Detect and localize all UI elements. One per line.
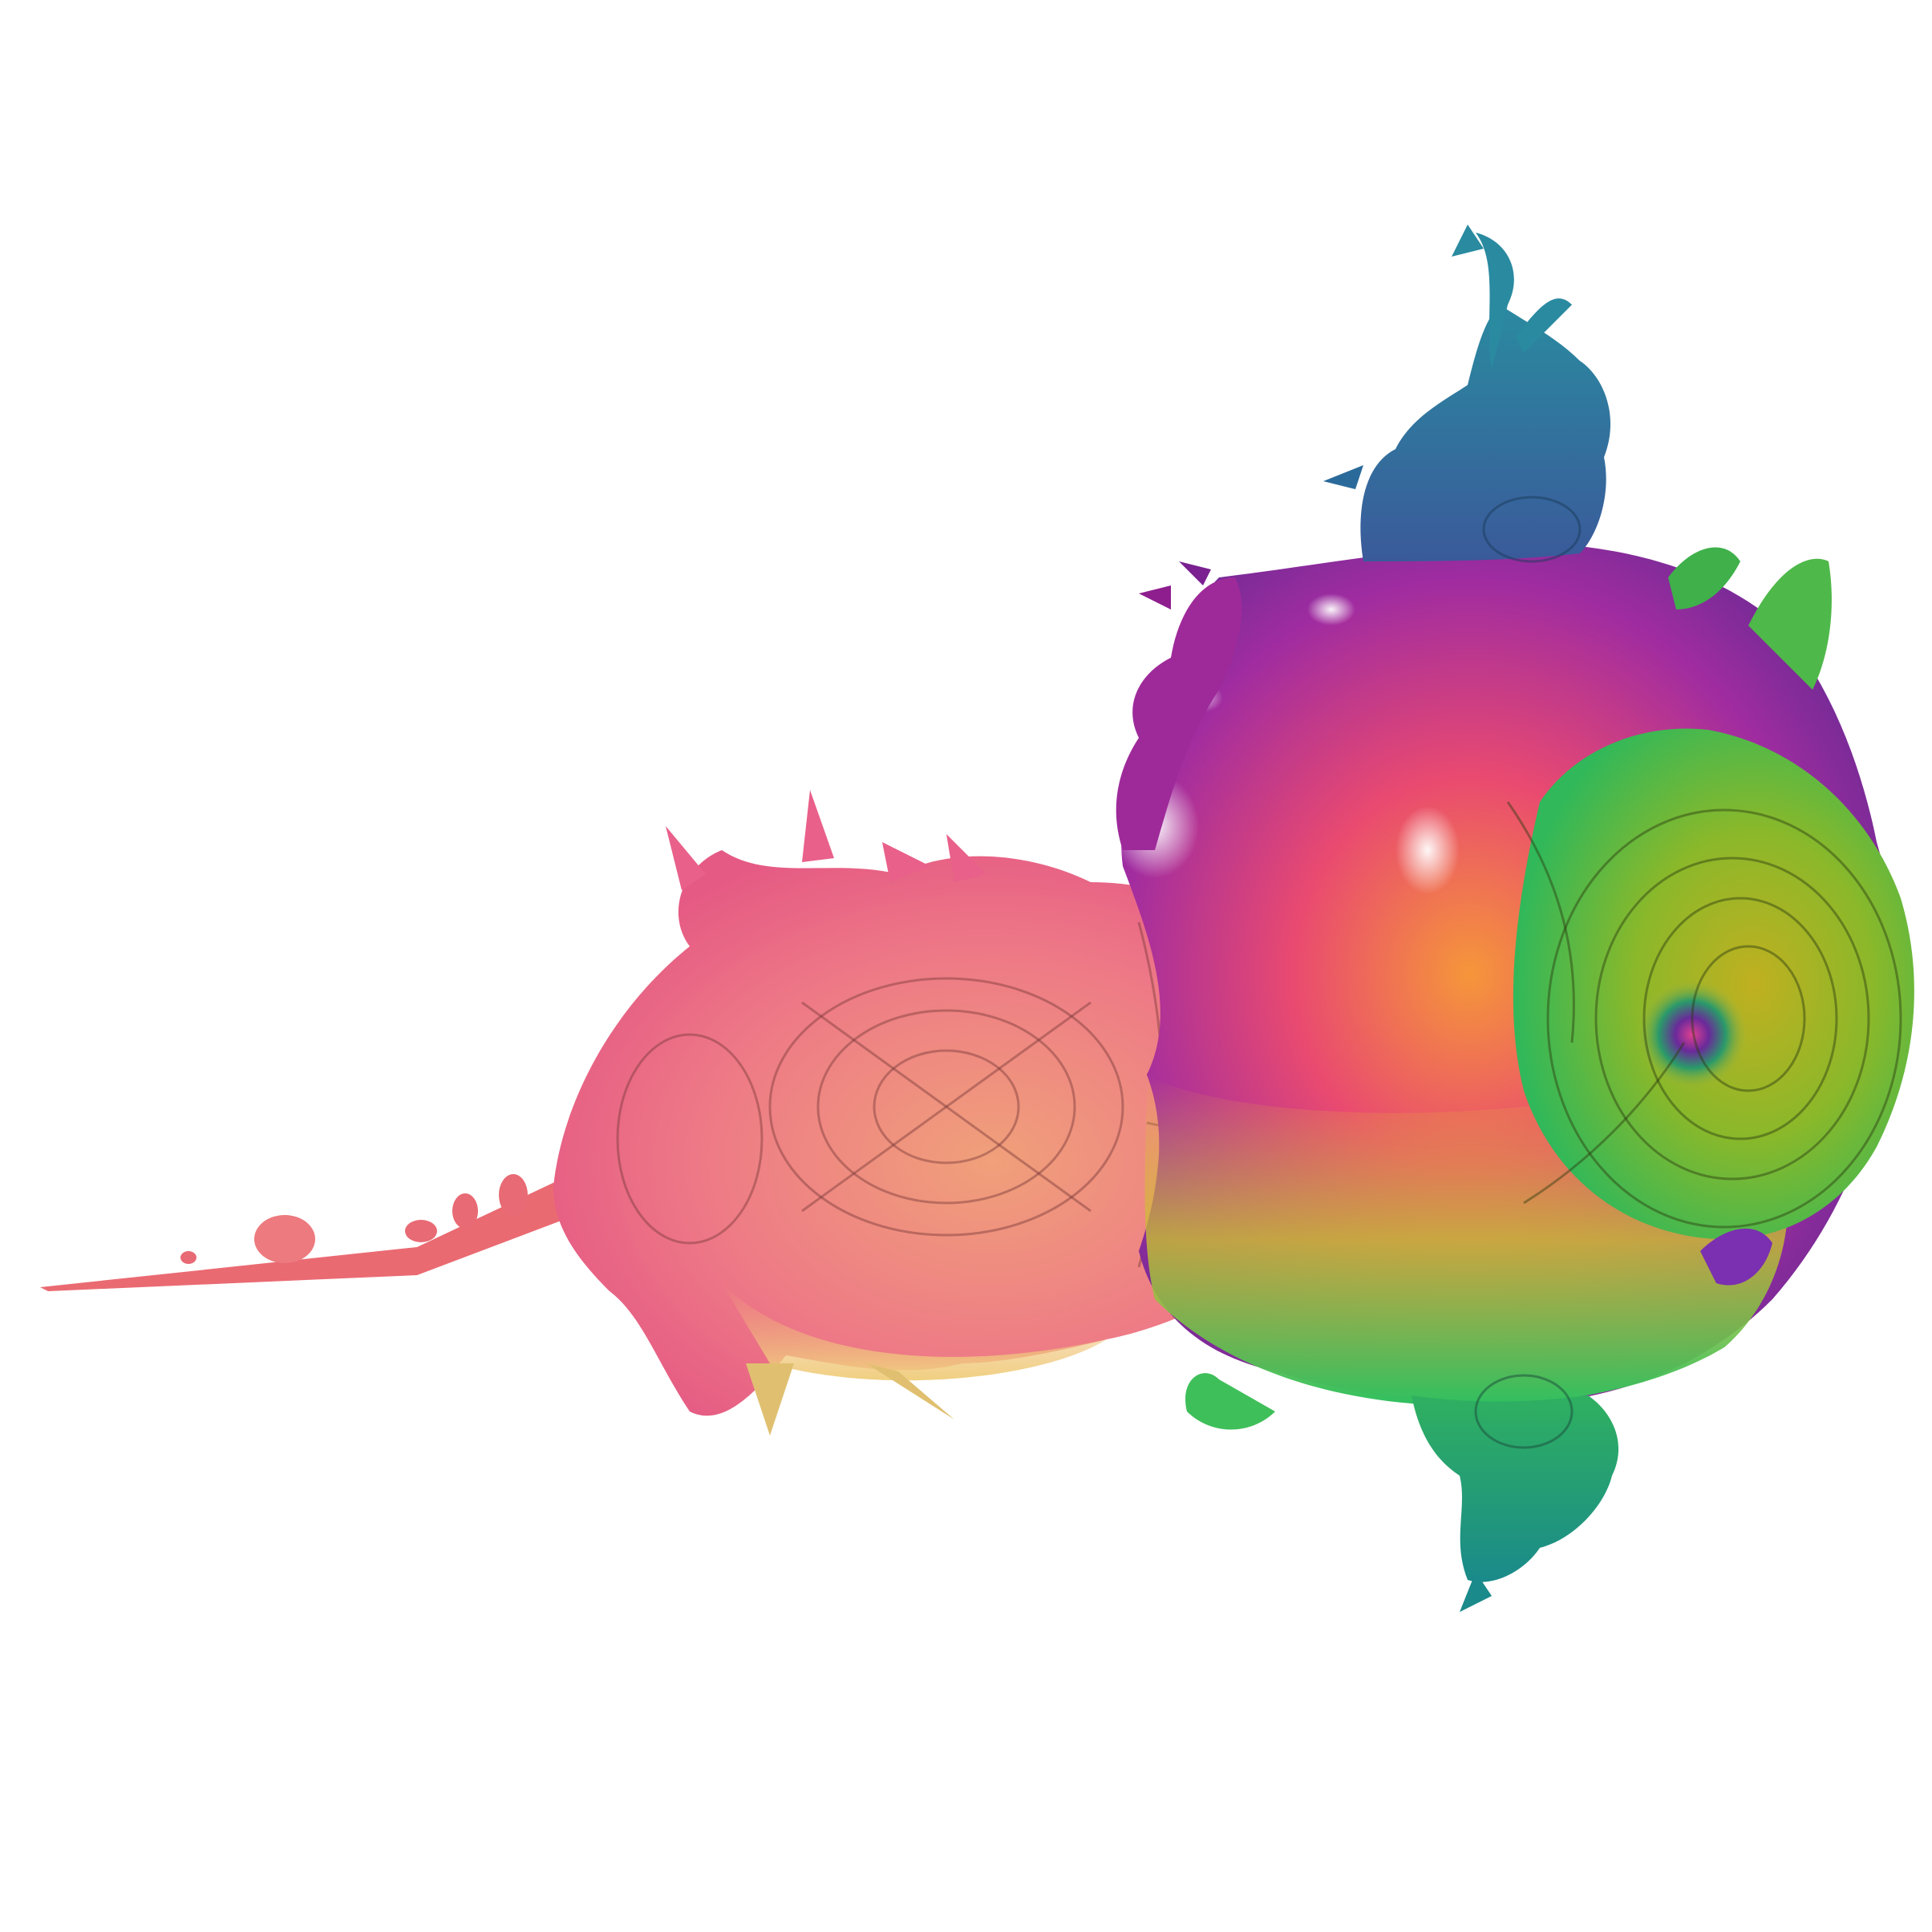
fractal-small-purple-bulb bbox=[1700, 1228, 1772, 1286]
fractal-top-bulb bbox=[1323, 225, 1611, 563]
fractal-right-lobe bbox=[1506, 547, 1914, 1240]
fractal-upper-left-tendrils bbox=[1116, 561, 1242, 850]
fractal-bottom-bulb bbox=[1185, 1373, 1619, 1612]
fractal-antenna bbox=[40, 1174, 565, 1291]
